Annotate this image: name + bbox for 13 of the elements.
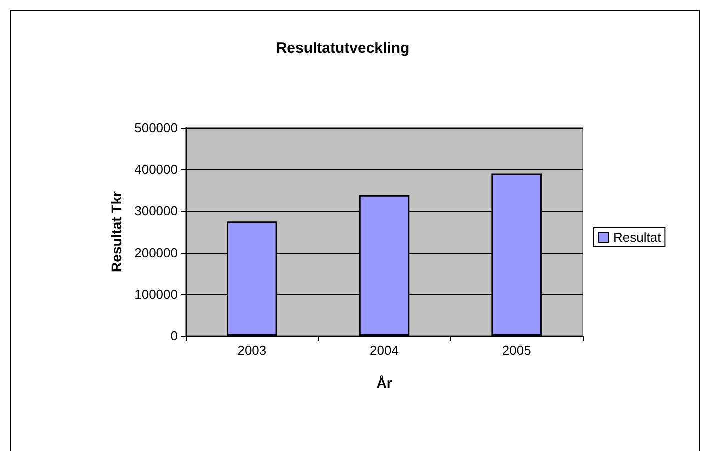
x-tick-label: 2003 — [238, 343, 267, 358]
x-axis-title: År — [376, 375, 393, 391]
legend-label: Resultat — [614, 230, 662, 245]
y-tick-label: 300000 — [134, 204, 178, 219]
chart-title: Resultatutveckling — [276, 40, 410, 57]
y-tick-label: 500000 — [134, 120, 178, 136]
y-tick-label: 0 — [170, 328, 178, 344]
y-axis-title: Resultat Tkr — [108, 191, 125, 272]
y-tick-label: 200000 — [134, 245, 178, 260]
x-tick-label: 2005 — [502, 343, 532, 358]
x-tick-label: 2004 — [370, 343, 399, 358]
y-tick-label: 100000 — [134, 286, 178, 302]
y-tick-label: 400000 — [134, 162, 178, 178]
